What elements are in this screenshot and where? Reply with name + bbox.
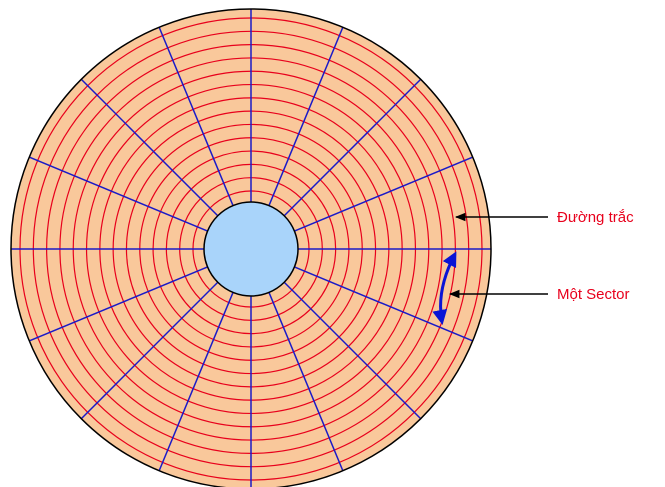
sector-divider [24, 154, 208, 232]
sector-label: Một Sector [557, 286, 630, 303]
sector-divider [156, 292, 234, 476]
sector-divider [283, 75, 425, 217]
sector-divider [77, 281, 219, 423]
disk-platter-outline [10, 8, 492, 487]
sector-divider [24, 266, 208, 344]
sector-arc-arrow [432, 251, 457, 325]
track-label: Đường trắc [557, 209, 634, 226]
sector-divider [268, 22, 346, 206]
disk-hub [203, 201, 299, 297]
sector-divider [156, 22, 234, 206]
sector-lines-group [11, 9, 491, 487]
sector-divider [77, 75, 219, 217]
sector-divider [294, 154, 478, 232]
sector-divider [268, 292, 346, 476]
sector-divider [283, 281, 425, 423]
sector-divider [294, 266, 478, 344]
